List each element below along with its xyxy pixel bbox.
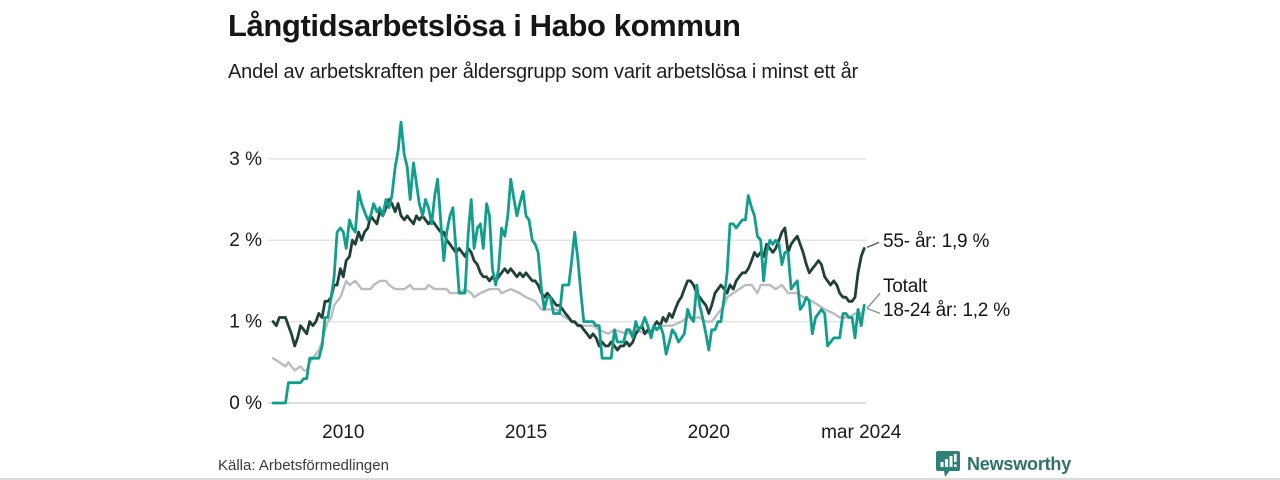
connector-totalt <box>866 292 881 309</box>
y-tick-label: 2 % <box>229 230 262 251</box>
y-tick-label: 1 % <box>229 312 262 333</box>
y-tick-label: 0 % <box>229 393 262 414</box>
x-tick-label: 2015 <box>505 422 547 443</box>
newsworthy-brand-link[interactable]: Newsworthy <box>936 450 1071 478</box>
series-line-18-24år <box>271 120 866 405</box>
newsworthy-icon <box>936 451 960 477</box>
series-line-Totalt <box>271 279 866 372</box>
series-line-55-år <box>271 198 866 352</box>
x-tick-label: 2010 <box>322 422 364 443</box>
connector-55 <box>866 241 880 249</box>
series-end-label-totalt: Totalt <box>883 276 928 298</box>
series-end-label-18-24: 18-24 år: 1,2 % <box>883 300 1010 322</box>
page-title: Långtidsarbetslösa i Habo kommun <box>228 8 741 43</box>
brand-name: Newsworthy <box>967 453 1072 474</box>
connector-18-24 <box>866 307 881 315</box>
x-tick-label: mar 2024 <box>821 422 902 443</box>
x-tick-label: 2020 <box>688 422 730 443</box>
y-tick-label: 3 % <box>229 149 262 170</box>
page-subtitle: Andel av arbetskraften per åldersgrupp s… <box>228 61 858 83</box>
series-end-label-55: 55- år: 1,9 % <box>883 231 990 253</box>
source-note: Källa: Arbetsförmedlingen <box>218 457 389 474</box>
